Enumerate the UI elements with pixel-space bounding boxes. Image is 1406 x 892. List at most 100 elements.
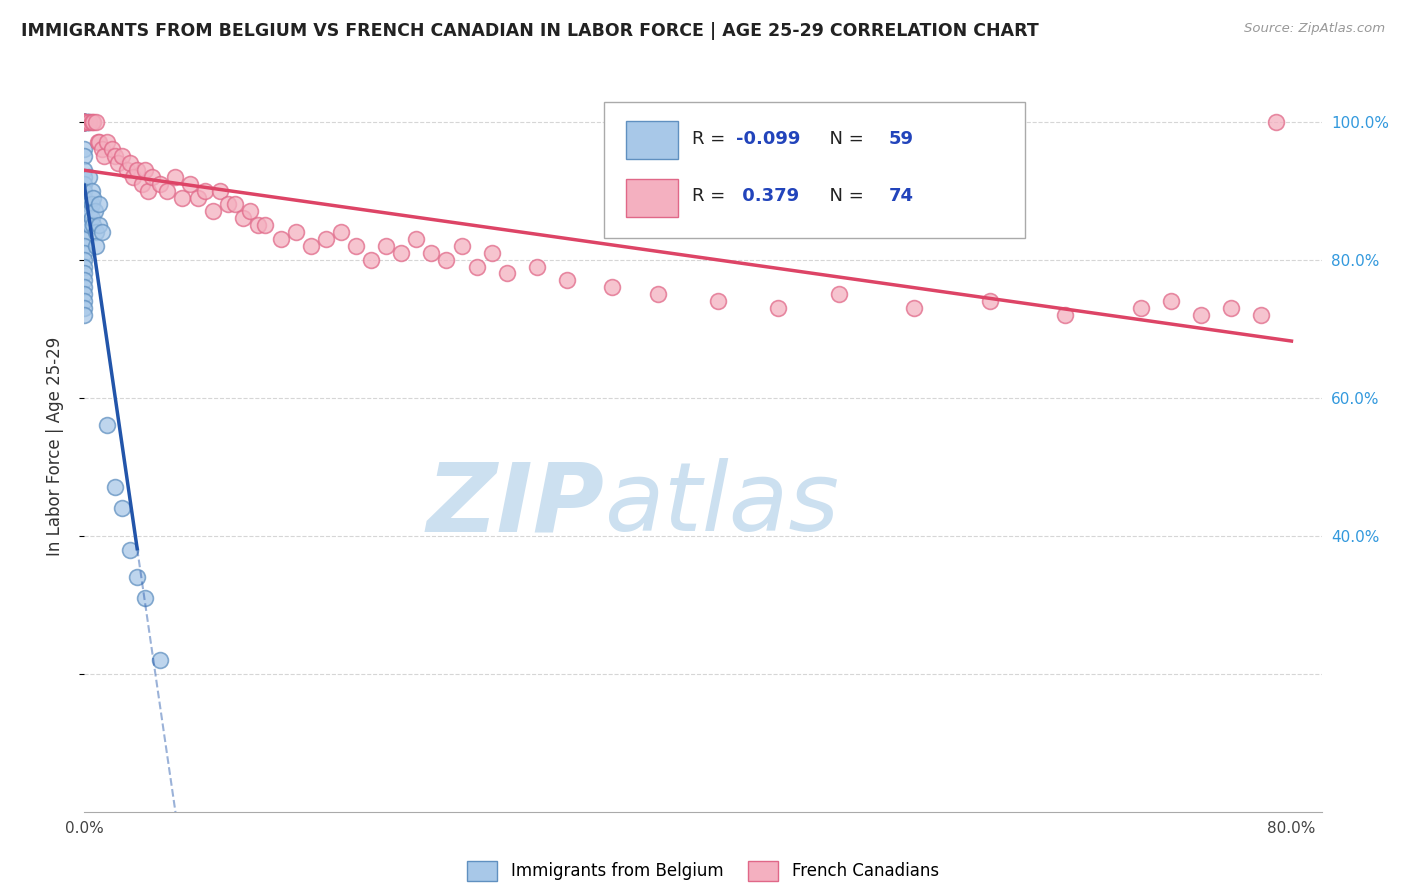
Point xyxy=(77,197,100,211)
Point xyxy=(186,191,208,205)
Text: ZIP: ZIP xyxy=(426,458,605,551)
Legend: Immigrants from Belgium, French Canadians: Immigrants from Belgium, French Canadian… xyxy=(461,854,945,888)
Point xyxy=(1189,308,1212,322)
Point xyxy=(73,191,96,205)
Text: Source: ZipAtlas.com: Source: ZipAtlas.com xyxy=(1244,22,1385,36)
Point xyxy=(73,273,96,287)
Point xyxy=(315,232,337,246)
Point xyxy=(1250,308,1272,322)
Point xyxy=(481,245,503,260)
Point xyxy=(77,114,100,128)
Point xyxy=(73,114,96,128)
Point xyxy=(118,542,141,557)
Point xyxy=(80,114,103,128)
Point xyxy=(73,232,96,246)
Point xyxy=(707,294,730,309)
Point xyxy=(179,177,201,191)
Point xyxy=(87,136,110,150)
Point xyxy=(96,418,118,433)
Text: -0.099: -0.099 xyxy=(737,130,801,148)
Point xyxy=(420,245,443,260)
Point xyxy=(405,232,427,246)
Point xyxy=(389,245,412,260)
Text: 59: 59 xyxy=(889,130,914,148)
Point xyxy=(134,591,156,605)
Point xyxy=(86,114,108,128)
Point xyxy=(73,114,96,128)
Point xyxy=(246,218,269,232)
Point xyxy=(73,114,96,128)
Point xyxy=(1265,114,1288,128)
Point xyxy=(209,184,232,198)
Point xyxy=(121,169,143,184)
Point xyxy=(1220,301,1243,315)
Point xyxy=(111,149,134,163)
Point xyxy=(96,136,118,150)
Point xyxy=(80,184,103,198)
Point xyxy=(73,169,96,184)
Point xyxy=(284,225,307,239)
Point xyxy=(73,287,96,301)
Point xyxy=(73,252,96,267)
Point xyxy=(1054,308,1077,322)
Point xyxy=(201,204,224,219)
Point xyxy=(73,114,96,128)
Point xyxy=(436,252,458,267)
Point xyxy=(73,114,96,128)
Y-axis label: In Labor Force | Age 25-29: In Labor Force | Age 25-29 xyxy=(45,336,63,556)
Point xyxy=(127,163,149,178)
Point xyxy=(73,218,96,232)
Point xyxy=(360,252,382,267)
Point xyxy=(73,308,96,322)
Point xyxy=(224,197,246,211)
Point xyxy=(299,239,322,253)
Point xyxy=(768,301,790,315)
Point xyxy=(73,114,96,128)
Point xyxy=(86,239,108,253)
Point xyxy=(82,191,104,205)
Point xyxy=(107,156,129,170)
Point xyxy=(82,114,104,128)
Point xyxy=(73,280,96,294)
Point xyxy=(903,301,925,315)
Point xyxy=(73,142,96,156)
Point xyxy=(73,114,96,128)
Point xyxy=(73,114,96,128)
Point xyxy=(73,114,96,128)
Point xyxy=(73,239,96,253)
Point xyxy=(84,204,107,219)
Point xyxy=(73,301,96,315)
Point xyxy=(239,204,262,219)
Text: atlas: atlas xyxy=(605,458,839,551)
Point xyxy=(73,225,96,239)
Point xyxy=(91,142,114,156)
Point xyxy=(73,149,96,163)
FancyBboxPatch shape xyxy=(605,103,1025,237)
Point xyxy=(80,197,103,211)
Point xyxy=(73,114,96,128)
Point xyxy=(73,114,96,128)
Point xyxy=(141,169,163,184)
Point xyxy=(79,218,101,232)
Text: R =: R = xyxy=(692,186,731,205)
Point xyxy=(232,211,254,226)
Point xyxy=(163,169,186,184)
Point xyxy=(526,260,548,274)
Point xyxy=(73,163,96,178)
Point xyxy=(77,169,100,184)
Point xyxy=(76,114,98,128)
Point xyxy=(73,211,96,226)
Point xyxy=(89,218,111,232)
Point xyxy=(555,273,578,287)
Point xyxy=(82,218,104,232)
FancyBboxPatch shape xyxy=(626,179,678,217)
Point xyxy=(602,280,624,294)
Point xyxy=(89,197,111,211)
Point xyxy=(465,260,488,274)
Point xyxy=(73,114,96,128)
Point xyxy=(73,204,96,219)
Point xyxy=(73,294,96,309)
Point xyxy=(131,177,153,191)
Point xyxy=(136,184,159,198)
Point xyxy=(495,267,517,281)
